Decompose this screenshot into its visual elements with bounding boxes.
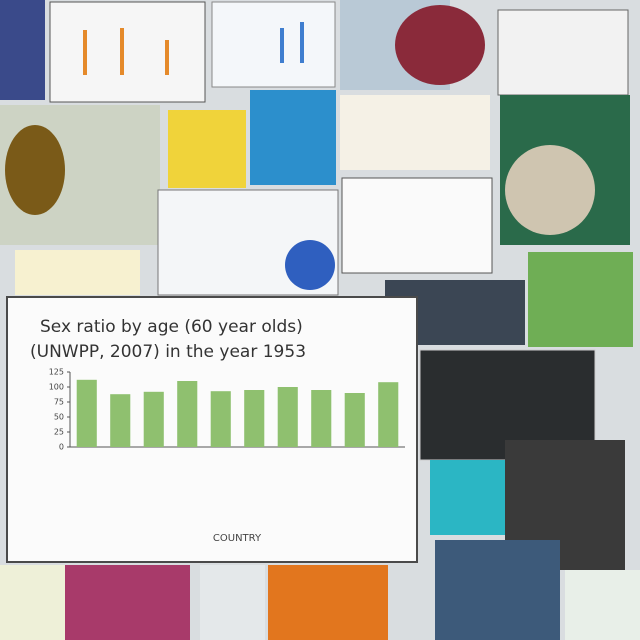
bar <box>143 391 164 447</box>
bar <box>110 394 131 447</box>
bar <box>210 391 231 447</box>
tile <box>49 1 206 103</box>
tile <box>528 252 633 347</box>
y-tick-label: 25 <box>54 428 64 437</box>
bar <box>378 382 399 447</box>
tile <box>505 145 595 235</box>
chart-title: Sex ratio by age (60 year olds) <box>40 317 303 337</box>
tile <box>65 565 190 640</box>
tile <box>211 1 336 88</box>
chart-subtitle: (UNWPP, 2007) in the year 1953 <box>30 342 306 362</box>
tile <box>5 125 65 215</box>
bar <box>177 381 198 447</box>
tile <box>165 40 169 75</box>
y-tick-label: 75 <box>54 398 64 407</box>
bar <box>344 393 365 447</box>
tile <box>120 28 124 75</box>
tile <box>83 30 87 75</box>
y-tick-label: 50 <box>54 413 64 422</box>
bar <box>277 387 298 447</box>
tile <box>435 540 560 640</box>
bar <box>311 390 332 447</box>
y-tick-label: 100 <box>49 383 64 392</box>
tile <box>0 565 65 640</box>
tile <box>280 28 284 63</box>
bar <box>76 379 97 447</box>
tile <box>250 90 336 185</box>
tile <box>565 570 640 640</box>
tile <box>200 565 265 640</box>
bar <box>244 390 265 447</box>
x-axis-label: COUNTRY <box>213 533 262 544</box>
tile <box>168 110 246 188</box>
tile <box>497 9 629 96</box>
tile <box>341 177 493 274</box>
tile <box>395 5 485 85</box>
tile <box>0 0 45 100</box>
tile <box>285 240 335 290</box>
tile <box>430 460 505 535</box>
y-tick-label: 0 <box>59 443 64 452</box>
tile <box>300 22 304 63</box>
tile <box>340 95 490 170</box>
tile <box>268 565 388 640</box>
y-tick-label: 125 <box>49 368 64 377</box>
tile <box>15 250 140 295</box>
